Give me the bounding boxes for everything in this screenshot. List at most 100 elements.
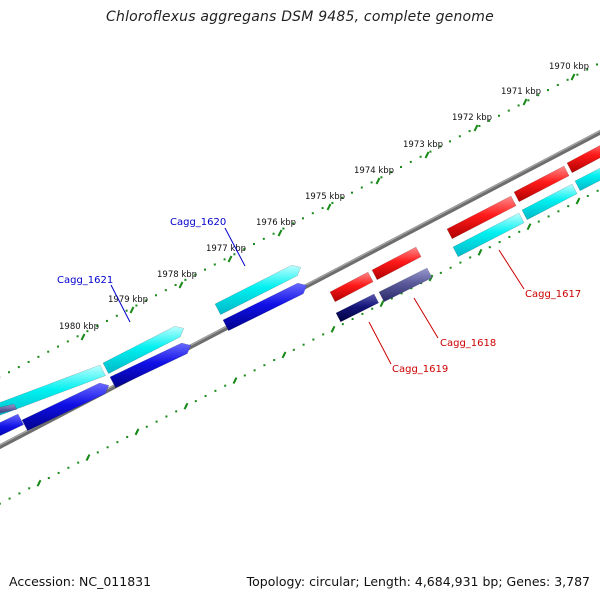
inner-tick-dot	[498, 241, 501, 244]
cds-cagg-1620	[214, 264, 302, 315]
inner-tick-dot	[77, 461, 80, 464]
inner-tick-dot	[0, 502, 1, 505]
inner-tick-mark	[477, 248, 483, 256]
inner-tick-dot	[263, 364, 266, 367]
inner-tick-dot	[155, 420, 158, 423]
kbp-tick: 1980 kbp	[59, 322, 99, 341]
inner-tick-dot	[18, 492, 21, 495]
gene-cagg-1621	[109, 342, 192, 388]
inner-tick-dot	[537, 220, 540, 223]
gene-label-cagg-1617: Cagg_1617	[525, 289, 581, 300]
inner-tick-mark	[36, 479, 42, 487]
inner-tick-dot	[547, 215, 550, 218]
inner-tick-dot	[204, 394, 207, 397]
kbp-tick: 1976 kbp	[256, 218, 296, 237]
kbp-tick-label: 1976 kbp	[256, 218, 296, 228]
inner-tick-mark	[330, 325, 336, 333]
leader-cagg-1618	[413, 297, 439, 339]
leader-cagg-1619	[368, 321, 392, 365]
kbp-tick: 1979 kbp	[108, 295, 148, 314]
inner-tick-dot	[57, 471, 60, 474]
cds-cagg-1621	[102, 325, 185, 374]
inner-tick-dot	[351, 318, 354, 321]
inner-tick-dot	[459, 261, 462, 264]
kbp-tick: 1977 kbp	[206, 244, 246, 263]
inner-tick-dot	[341, 323, 344, 326]
map-title: Chloroflexus aggregans DSM 9485, complet…	[106, 9, 494, 25]
kbp-tick: 1975 kbp	[305, 192, 345, 211]
inner-tick-dot	[586, 194, 589, 197]
inner-tick-dot	[361, 312, 364, 315]
inner-tick-dot	[126, 436, 129, 439]
inner-tick-dot	[145, 425, 148, 428]
inner-tick-ruler	[0, 189, 599, 505]
gene-label-cagg-1620: Cagg_1620	[170, 217, 226, 228]
inner-tick-dot	[214, 389, 217, 392]
leader-cagg-1621	[110, 284, 131, 323]
cds-cagg-1618	[378, 267, 433, 303]
inner-tick-dot	[194, 400, 197, 403]
inner-tick-dot	[28, 487, 31, 490]
kbp-tick-label: 1977 kbp	[206, 244, 246, 254]
inner-tick-dot	[508, 235, 511, 238]
inner-tick-dot	[557, 210, 560, 213]
accession-text: Accession: NC_011831	[9, 574, 152, 589]
inner-tick-mark	[85, 454, 91, 461]
inner-tick-dot	[47, 477, 50, 480]
gene-cagg-1619	[329, 271, 374, 303]
kbp-tick: 1973 kbp	[403, 140, 443, 159]
kbp-tick: 1971 kbp	[501, 87, 541, 106]
gene-red-right-1	[513, 165, 570, 203]
inner-tick-dot	[390, 297, 393, 300]
kbp-tick: 1972 kbp	[452, 113, 492, 132]
inner-tick-dot	[243, 374, 246, 377]
inner-tick-mark	[183, 402, 189, 410]
inner-tick-mark	[134, 428, 140, 436]
inner-tick-dot	[439, 271, 442, 274]
kbp-tick-label: 1971 kbp	[501, 87, 541, 97]
inner-tick-dot	[410, 287, 413, 290]
inner-tick-dot	[67, 466, 70, 469]
inner-tick-dot	[106, 446, 109, 449]
kbp-tick-label: 1979 kbp	[108, 295, 148, 305]
inner-tick-mark	[281, 351, 287, 359]
label-leaders	[110, 227, 525, 365]
kbp-tick-label: 1978 kbp	[157, 270, 197, 280]
inner-tick-dot	[253, 369, 256, 372]
inner-tick-dot	[273, 359, 276, 362]
gene-label-cagg-1621: Cagg_1621	[57, 275, 113, 286]
kbp-tick: 1978 kbp	[157, 270, 197, 289]
kbp-tick-label: 1974 kbp	[354, 166, 394, 176]
gene-left-1	[0, 413, 24, 437]
inner-tick-dot	[116, 441, 119, 444]
gene-red-right-2	[566, 145, 600, 174]
inner-tick-dot	[224, 384, 227, 387]
cds-cagg-1619	[335, 293, 379, 323]
inner-tick-dot	[322, 333, 325, 336]
outer-tick-ruler: 1970 kbp 1971 kbp 1972 kbp 1973 kbp 1974 kbp…	[0, 62, 598, 379]
leader-cagg-1620	[224, 227, 246, 267]
inner-tick-dot	[371, 307, 374, 310]
inner-tick-dot	[165, 415, 168, 418]
inner-tick-dot	[488, 246, 491, 249]
cds-right-2	[574, 167, 600, 192]
inner-tick-dot	[469, 256, 472, 259]
inner-tick-mark	[575, 197, 581, 205]
gene-cagg-1617	[446, 195, 517, 240]
inner-tick-dot	[449, 266, 452, 269]
gene-left-2	[21, 382, 110, 431]
inner-tick-mark	[526, 223, 532, 231]
inner-tick-dot	[175, 410, 178, 413]
inner-tick-dot	[567, 205, 570, 208]
inner-tick-dot	[596, 189, 599, 192]
inner-tick-dot	[312, 338, 315, 341]
cds-left-1	[0, 364, 106, 416]
gene-label-cagg-1618: Cagg_1618	[440, 338, 496, 349]
gene-cagg-1620	[222, 282, 308, 331]
kbp-tick-label: 1970 kbp	[549, 62, 589, 72]
gene-cagg-1618	[371, 246, 422, 281]
kbp-tick-label: 1973 kbp	[403, 140, 443, 150]
inner-tick-dot	[96, 451, 99, 454]
gene-tracks	[0, 145, 600, 437]
